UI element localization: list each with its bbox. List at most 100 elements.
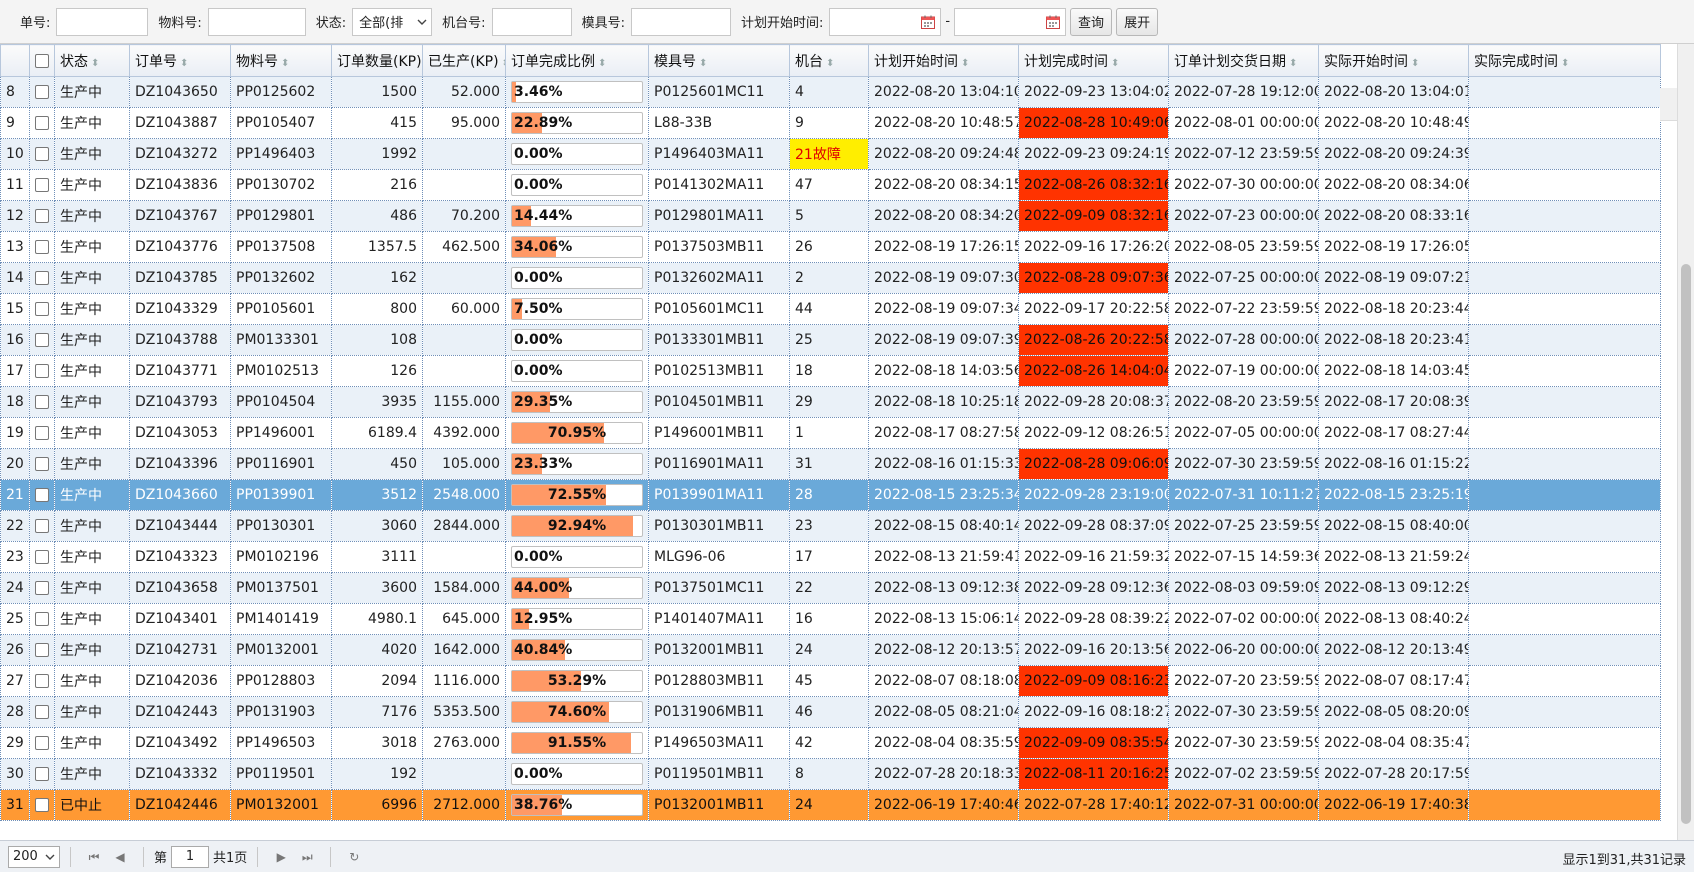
last-page-icon[interactable]: ⏭ [301,849,313,864]
refresh-icon[interactable]: ↻ [349,849,360,864]
sort-icon[interactable]: ⬍ [826,57,835,69]
sort-icon[interactable]: ⬍ [91,57,100,69]
order-no-input[interactable] [56,7,149,36]
row-checkbox[interactable] [35,271,49,285]
row-checkbox[interactable] [35,736,49,750]
row-checkbox[interactable] [35,674,49,688]
query-button[interactable]: 查询 [1070,7,1113,36]
prev-page-icon[interactable]: ◀ [115,849,125,864]
sort-icon[interactable]: ⬍ [1111,57,1120,69]
header-order-qty[interactable]: 订单数量(KP)⬍ [331,44,423,77]
header-material-no[interactable]: 物料号 ⬍ [230,44,332,77]
header-order-no[interactable]: 订单号 ⬍ [129,44,231,77]
row-checkbox[interactable] [35,705,49,719]
row-checkbox[interactable] [35,767,49,781]
row-checkbox[interactable] [35,240,49,254]
row-checkbox[interactable] [35,612,49,626]
vertical-scrollbar[interactable] [1677,44,1694,840]
row-checkbox[interactable] [35,333,49,347]
header-actual-start[interactable]: 实际开始时间 ⬍ [1318,44,1469,77]
row-checkbox[interactable] [35,457,49,471]
table-row[interactable]: 17 生产中 DZ1043771 PM0102513 126 0.00% P0102513M… [0,355,1661,387]
row-checkbox[interactable] [35,798,49,812]
table-row[interactable]: 26 生产中 DZ1042731 PM0132001 4020 1642.000 40.84… [0,634,1661,666]
table-row[interactable]: 12 生产中 DZ1043767 PP0129801 486 70.200 14.44% P0… [0,200,1661,232]
row-checkbox[interactable] [35,116,49,130]
mold-no-input[interactable] [630,7,731,36]
row-checkbox[interactable] [35,519,49,533]
row-checkbox[interactable] [35,85,49,99]
header-plan-end[interactable]: 计划完成时间 ⬍ [1018,44,1169,77]
calendar-icon[interactable] [1045,14,1061,30]
calendar-icon[interactable] [920,14,936,30]
table-row[interactable]: 22 生产中 DZ1043444 PP0130301 3060 2844.000 92.94… [0,510,1661,542]
page-size-select[interactable]: 200 [8,845,60,868]
row-checkbox[interactable] [35,550,49,564]
row-checkbox[interactable] [35,178,49,192]
table-row[interactable]: 13 生产中 DZ1043776 PP0137508 1357.5 462.500 34.0… [0,231,1661,263]
sort-icon[interactable]: ⬍ [961,57,970,69]
status-select[interactable]: 全部(排 [352,7,433,36]
sort-icon[interactable]: ⬍ [281,57,290,69]
row-select-cell [29,231,55,263]
sort-icon[interactable]: ⬍ [699,57,708,69]
table-row[interactable]: 15 生产中 DZ1043329 PP0105601 800 60.000 7.50% P01… [0,293,1661,325]
table-row[interactable]: 10 生产中 DZ1043272 PP1496403 1992 0.00% P1496403… [0,138,1661,170]
first-page-icon[interactable]: ⏮ [88,849,100,864]
sort-icon[interactable]: ⬍ [1289,57,1298,69]
row-checkbox[interactable] [35,147,49,161]
row-checkbox[interactable] [35,426,49,440]
page-number-input[interactable]: 1 [171,845,210,868]
sort-icon[interactable]: ⬍ [502,58,505,69]
select-all-checkbox[interactable] [35,53,49,68]
plan-start-to-input[interactable] [954,7,1067,36]
table-row[interactable]: 27 生产中 DZ1042036 PP0128803 2094 1116.000 53.29… [0,665,1661,697]
actual-start-cell: 2022-08-17 20:08:39 [1318,386,1469,418]
table-row[interactable]: 18 生产中 DZ1043793 PP0104504 3935 1155.000 29.35… [0,386,1661,418]
header-status[interactable]: 状态 ⬍ [54,44,130,77]
progress-text: 92.94% [547,518,607,534]
row-checkbox[interactable] [35,581,49,595]
header-plan-start[interactable]: 计划开始时间 ⬍ [868,44,1019,77]
row-checkbox[interactable] [35,364,49,378]
row-checkbox[interactable] [35,395,49,409]
table-row[interactable]: 29 生产中 DZ1043492 PP1496503 3018 2763.000 91.55… [0,727,1661,759]
table-row[interactable]: 24 生产中 DZ1043658 PM0137501 3600 1584.000 44.00… [0,572,1661,604]
table-row[interactable]: 16 生产中 DZ1043788 PM0133301 108 0.00% P0133301M… [0,324,1661,356]
table-row[interactable]: 21 生产中 DZ1043660 PP0139901 3512 2548.000 72.55… [0,479,1661,511]
table-row[interactable]: 14 生产中 DZ1043785 PP0132602 162 0.00% P0132602M… [0,262,1661,294]
table-row[interactable]: 9 生产中 DZ1043887 PP0105407 415 95.000 22.89% L88… [0,107,1661,139]
table-row[interactable]: 31 已中止 DZ1042446 PM0132001 6996 2712.000 38.76… [0,789,1661,821]
row-checkbox[interactable] [35,643,49,657]
material-no-input[interactable] [207,7,306,36]
table-row[interactable]: 20 生产中 DZ1043396 PP0116901 450 105.000 23.33% P… [0,448,1661,480]
table-row[interactable]: 25 生产中 DZ1043401 PM1401419 4980.1 645.000 12.9… [0,603,1661,635]
table-row[interactable]: 19 生产中 DZ1043053 PP1496001 6189.4 4392.000 70.… [0,417,1661,449]
sort-icon[interactable]: ⬍ [598,57,607,69]
table-row[interactable]: 28 生产中 DZ1042443 PP0131903 7176 5353.500 74.60… [0,696,1661,728]
table-row[interactable]: 8 生产中 DZ1043650 PP0125602 1500 52.000 3.46% P01… [0,76,1661,108]
sort-icon[interactable]: ⬍ [1561,57,1570,69]
header-delivery-date[interactable]: 订单计划交货日期 ⬍ [1168,44,1319,77]
header-completion-ratio[interactable]: 订单完成比例 ⬍ [505,44,649,77]
header-mold-no[interactable]: 模具号 ⬍ [648,44,790,77]
table-row[interactable]: 30 生产中 DZ1043332 PP0119501 192 0.00% P0119501M… [0,758,1661,790]
table-row[interactable]: 11 生产中 DZ1043836 PP0130702 216 0.00% P0141302M… [0,169,1661,201]
sort-icon[interactable]: ⬍ [180,57,189,69]
row-checkbox[interactable] [35,488,49,502]
header-machine[interactable]: 机台 ⬍ [789,44,869,77]
progress-bar: 40.84% [511,639,643,661]
scrollbar-thumb[interactable] [1681,264,1691,824]
sort-icon[interactable]: ⬍ [1411,57,1420,69]
next-page-icon[interactable]: ▶ [276,849,286,864]
expand-button[interactable]: 展开 [1116,7,1159,36]
table-row[interactable]: 23 生产中 DZ1043323 PM0102196 3111 0.00% MLG96-06… [0,541,1661,573]
machine-no-input[interactable] [491,7,572,36]
row-checkbox[interactable] [35,209,49,223]
select-all-header[interactable] [29,44,55,77]
header-actual-end[interactable]: 实际完成时间 ⬍ [1468,44,1661,77]
plan-start-from-input[interactable] [829,7,942,36]
row-checkbox[interactable] [35,302,49,316]
header-produced[interactable]: 已生产(KP)⬍ [422,44,506,77]
actual-start-cell: 2022-08-18 14:03:45 [1318,355,1469,387]
